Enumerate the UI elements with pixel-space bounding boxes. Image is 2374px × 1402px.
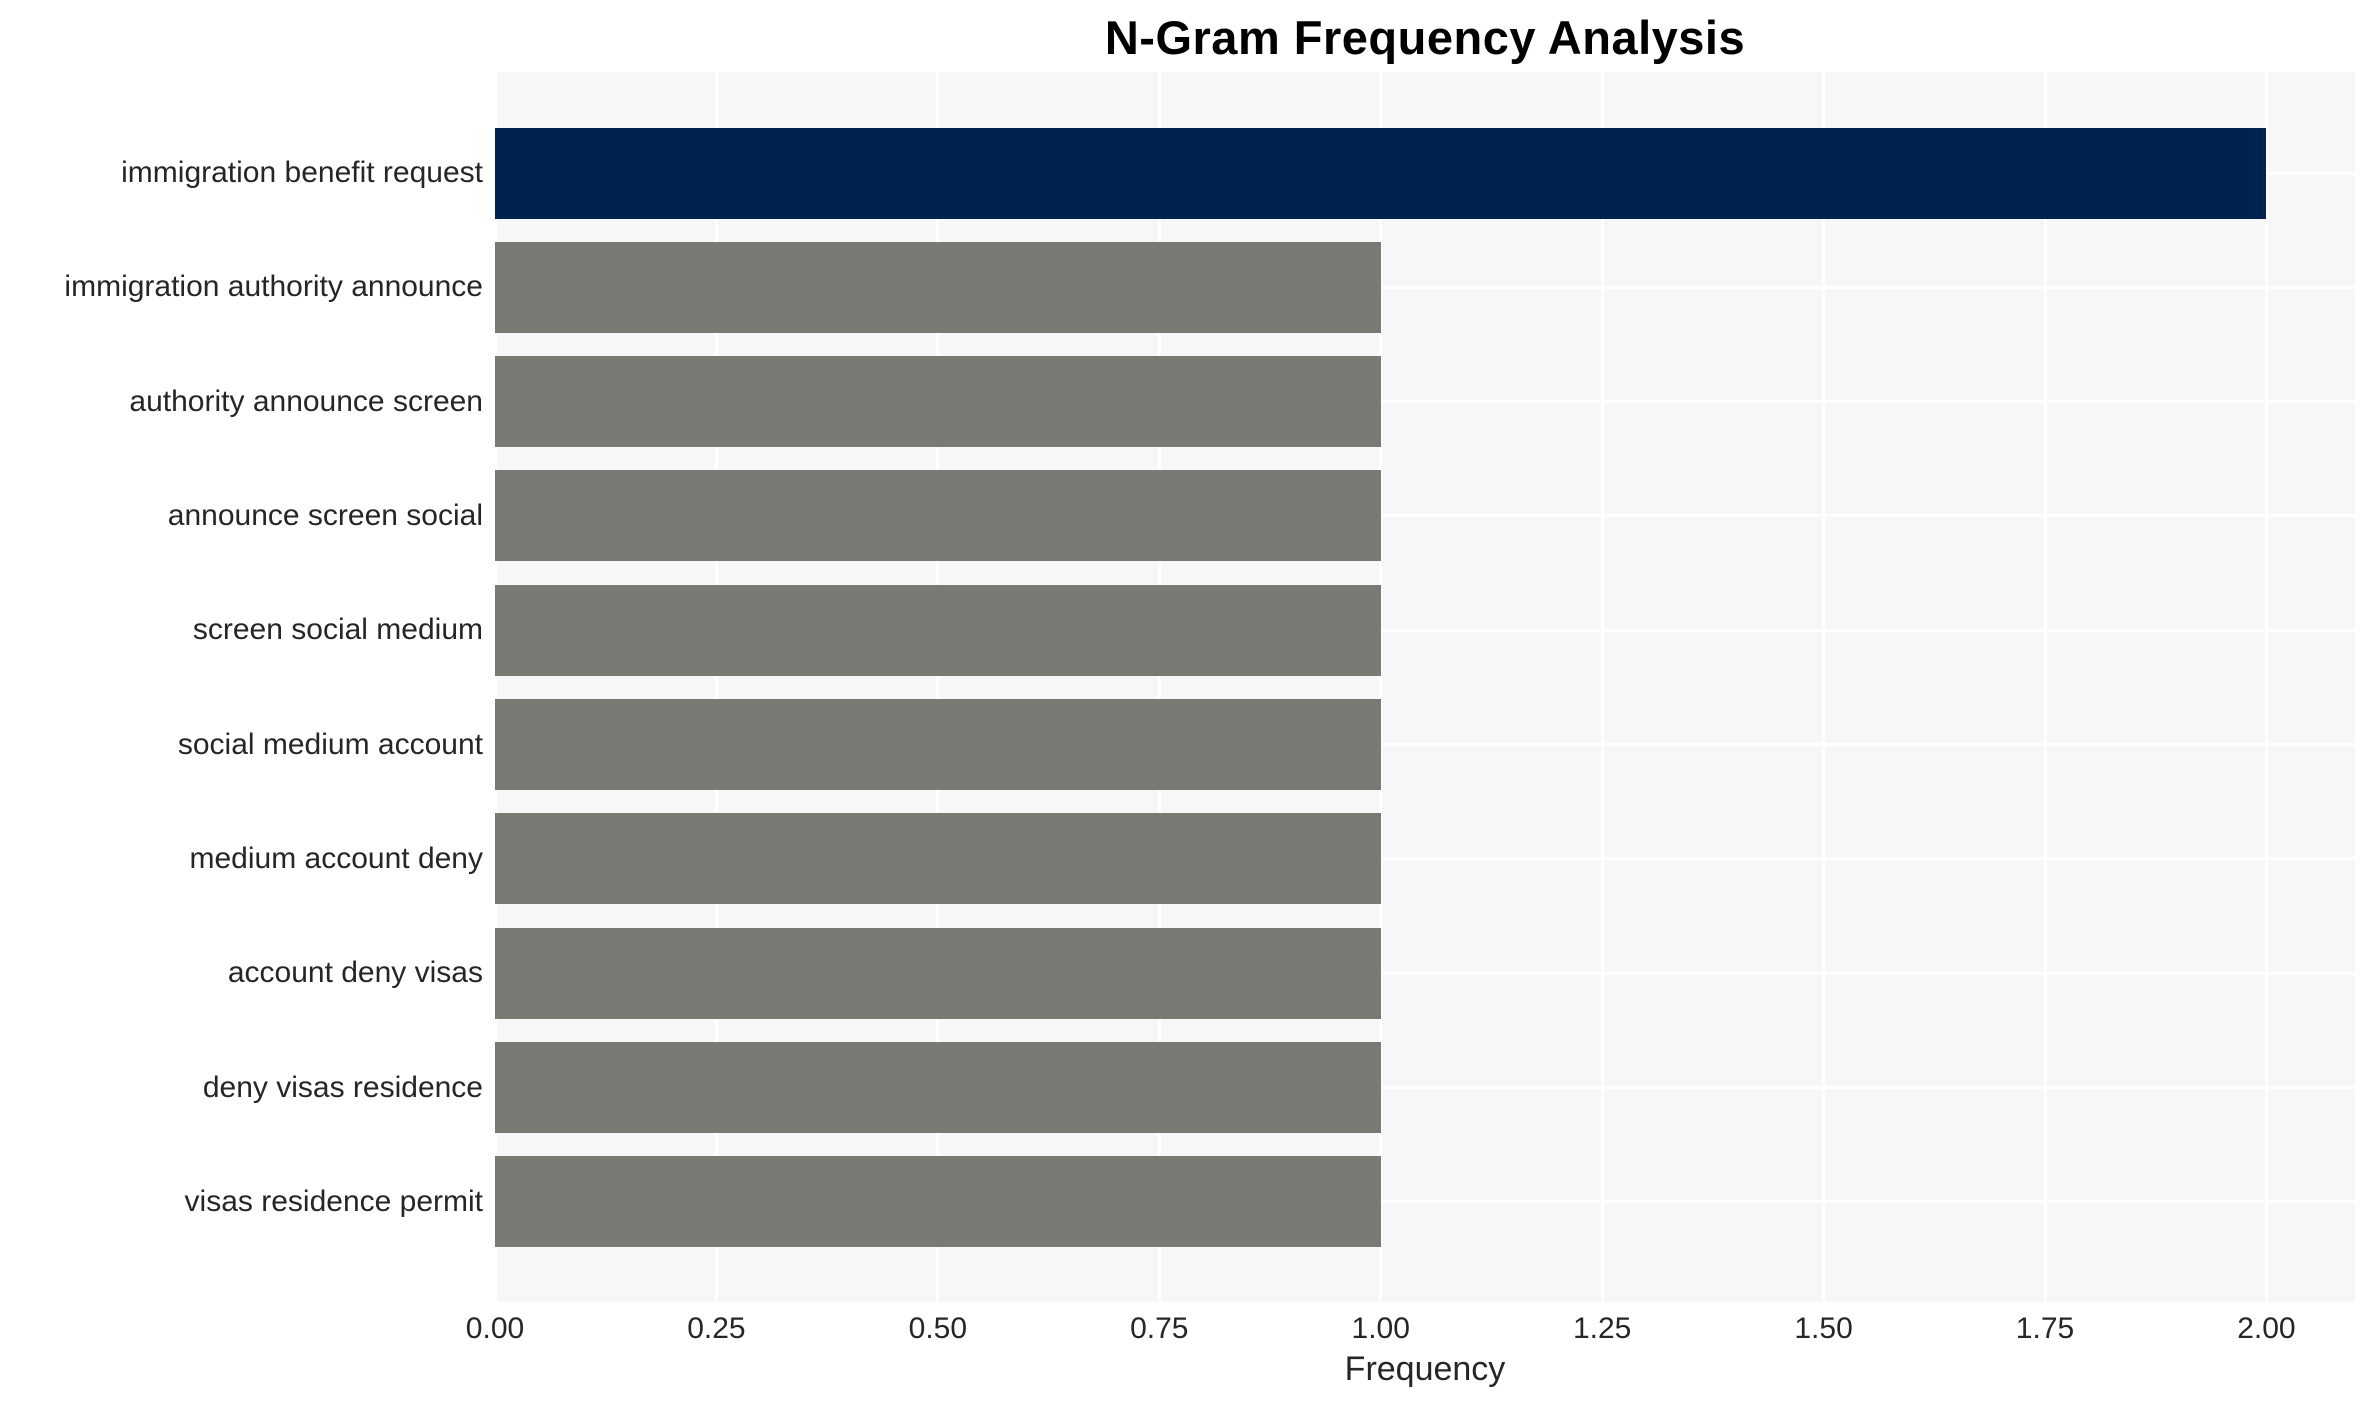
bar-visas-residence-permit xyxy=(495,1156,1381,1248)
x-axis-tick-label: 0.50 xyxy=(908,1312,968,1345)
y-axis-label: immigration benefit request xyxy=(121,156,483,189)
gridline-horizontal xyxy=(495,628,2355,632)
x-axis-tick-label: 1.25 xyxy=(1572,1312,1632,1345)
x-axis-tick-label: 2.00 xyxy=(2237,1312,2296,1345)
plot-area xyxy=(493,72,2355,1302)
gridline-vertical xyxy=(493,72,497,1302)
gridline-horizontal xyxy=(495,971,2355,975)
x-axis-tick-label: 0.25 xyxy=(687,1312,746,1345)
y-axis-label: authority announce screen xyxy=(129,384,483,418)
bar-authority-announce-screen xyxy=(495,356,1381,448)
gridline-vertical xyxy=(714,72,718,1302)
x-axis-tick-label: 1.75 xyxy=(2015,1312,2075,1345)
x-axis-tick-label: 1.00 xyxy=(1351,1312,1410,1345)
y-axis-label: immigration authority announce xyxy=(64,270,483,304)
bar-immigration-authority-announce xyxy=(495,241,1381,333)
gridline-horizontal xyxy=(495,1200,2355,1204)
y-axis-label: medium account deny xyxy=(189,841,484,875)
gridline-horizontal xyxy=(495,857,2355,861)
gridline-vertical xyxy=(1822,72,1826,1302)
bar-medium-account-deny xyxy=(495,813,1381,905)
bar-immigration-benefit-request xyxy=(495,127,2267,219)
y-axis-label: social medium account xyxy=(177,727,483,761)
chart-title: N-Gram Frequency Analysis xyxy=(1104,11,1746,64)
gridline-vertical xyxy=(2043,72,2047,1302)
gridline-vertical xyxy=(1379,72,1383,1302)
gridline-horizontal xyxy=(495,400,2355,404)
x-axis-tick-label: 0.75 xyxy=(1130,1312,1189,1345)
gridline-horizontal xyxy=(495,743,2355,747)
y-axis-label: screen social medium xyxy=(192,613,483,647)
y-axis-label: announce screen social xyxy=(167,498,483,532)
x-axis-tick-label: 1.50 xyxy=(1794,1312,1853,1345)
y-axis-label: account deny visas xyxy=(227,956,483,990)
gridline-horizontal xyxy=(495,514,2355,518)
gridline-horizontal xyxy=(495,1086,2355,1090)
bar-announce-screen-social xyxy=(495,470,1381,562)
y-axis-label: deny visas residence xyxy=(202,1070,483,1104)
gridline-vertical xyxy=(936,72,940,1302)
x-axis-title: Frequency xyxy=(1344,1350,1506,1388)
gridline-vertical xyxy=(1157,72,1161,1302)
y-axis-label: visas residence permit xyxy=(184,1184,483,1218)
bar-screen-social-medium xyxy=(495,584,1381,676)
bar-social-medium-account xyxy=(495,699,1381,791)
x-axis-tick-label: 0.00 xyxy=(465,1312,525,1345)
bar-deny-visas-residence xyxy=(495,1042,1381,1134)
gridline-vertical xyxy=(2264,72,2268,1302)
gridline-horizontal xyxy=(495,285,2355,289)
bar-account-deny-visas xyxy=(495,927,1381,1019)
gridline-vertical xyxy=(1600,72,1604,1302)
